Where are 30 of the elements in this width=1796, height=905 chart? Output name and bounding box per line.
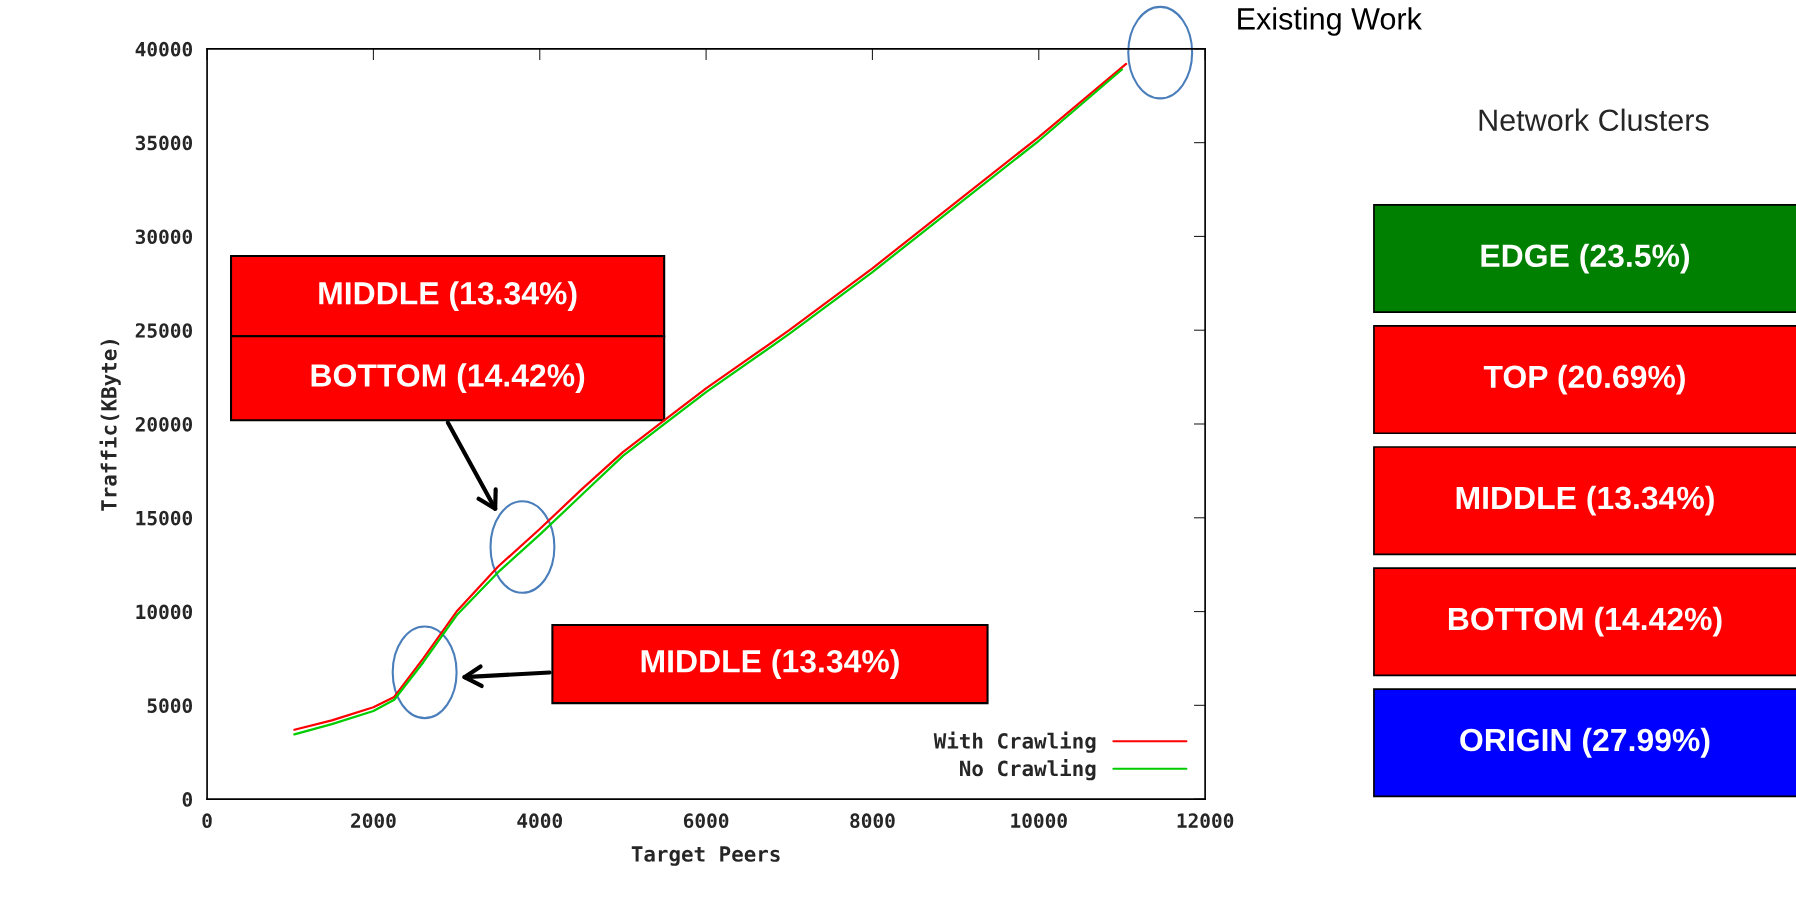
category-label: EDGE (23.5%) — [1481, 243, 1690, 274]
y-tick-label: 20000 — [135, 416, 193, 432]
x-tick-label: 12000 — [1177, 813, 1234, 829]
annotation: MIDDLE (13.34%) — [641, 649, 899, 679]
x-tick-label: 4000 — [517, 813, 562, 829]
y-tick-label: 5000 — [147, 698, 193, 713]
y-tick-label: 15000 — [136, 510, 193, 526]
y-tick-label: 35000 — [135, 135, 193, 151]
x-tick-label: 2000 — [351, 813, 396, 829]
x-tick-label: 6000 — [683, 813, 729, 829]
text: Network Clusters — [1479, 108, 1709, 132]
y-axis-title: Traffic(KByte) — [99, 340, 121, 511]
legend-label: With Crawling — [933, 731, 1096, 753]
annotation: MIDDLE (13.34%) — [319, 281, 577, 311]
y-tick-label: 25000 — [135, 323, 193, 338]
x-tick-label: 10000 — [1011, 813, 1067, 829]
y-tick-label: 40000 — [135, 41, 193, 57]
category-label: TOP (20.69%) — [1483, 364, 1685, 395]
y-tick-label: 0 — [182, 792, 193, 807]
text: Existing Work — [1238, 7, 1422, 36]
annotation: BOTTOM (14.42%) — [311, 363, 585, 394]
category-label: MIDDLE (13.34%) — [1456, 485, 1714, 516]
category-label: ORIGIN (27.99%) — [1460, 727, 1710, 758]
x-tick-label: 0 — [202, 813, 212, 829]
y-tick-label: 10000 — [136, 604, 193, 620]
legend-label: No Crawling — [960, 759, 1096, 781]
y-tick-label: 30000 — [135, 229, 193, 245]
category-label: BOTTOM (14.42%) — [1448, 606, 1722, 637]
x-axis-title: Target Peers — [631, 846, 780, 866]
x-tick-label: 8000 — [850, 813, 895, 829]
